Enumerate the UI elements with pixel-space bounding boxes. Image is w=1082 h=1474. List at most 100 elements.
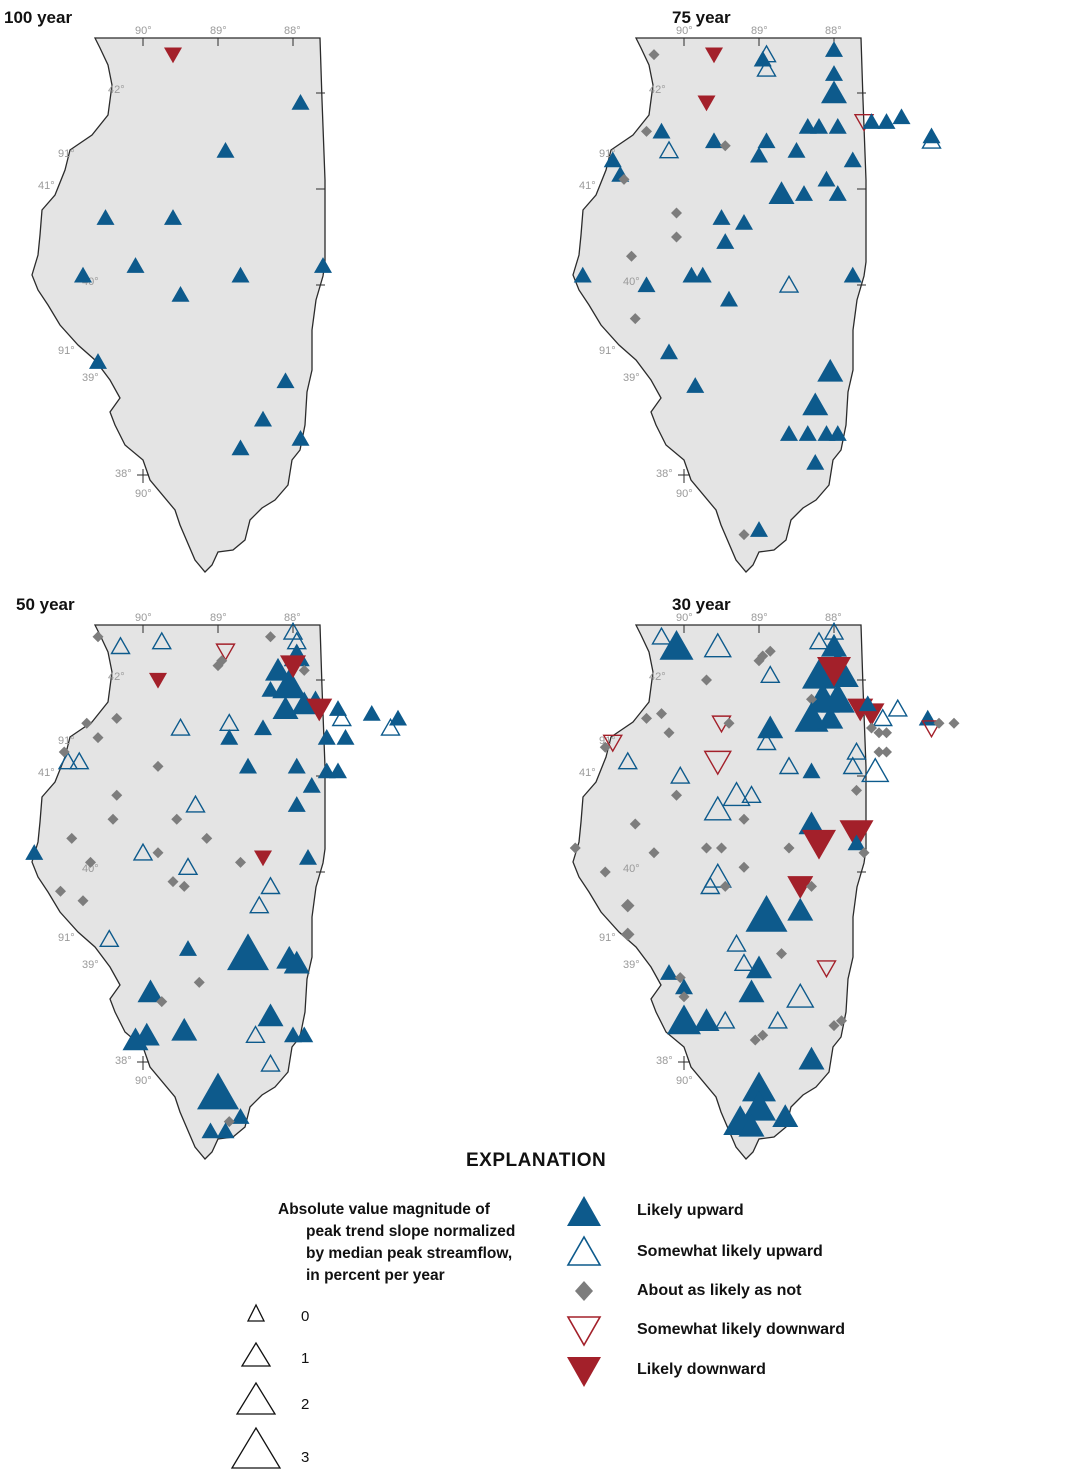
streamgage-site-outline-triangle-up <box>57 751 79 770</box>
streamgage-site-outline-triangle-up <box>219 713 240 731</box>
streamgage-site-filled-triangle-up <box>772 1104 799 1128</box>
streamgage-site-filled-triangle-up <box>712 209 731 225</box>
streamgage-site-filled-triangle-up <box>362 704 381 721</box>
legend-label-likely-upward: Likely upward <box>637 1202 744 1219</box>
streamgage-site-filled-triangle-down <box>705 47 723 64</box>
streamgage-site-gray-diamond <box>753 655 765 667</box>
streamgage-site-filled-triangle-up <box>858 695 877 712</box>
streamgage-site-gray-diamond <box>648 847 660 859</box>
streamgage-site-filled-triangle-up <box>201 1122 220 1139</box>
streamgage-site-gray-diamond <box>723 717 735 729</box>
graticule-cross <box>678 469 690 481</box>
longitude-label: 89° <box>751 612 768 624</box>
streamgage-site-filled-triangle-down <box>787 876 814 899</box>
streamgage-site-filled-triangle-up <box>686 377 705 393</box>
streamgage-site-outline-triangle-down <box>703 750 732 776</box>
streamgage-site-filled-triangle-up <box>738 1113 765 1137</box>
streamgage-site-filled-triangle-up <box>317 762 336 779</box>
streamgage-site-filled-triangle-up <box>817 705 844 729</box>
streamgage-site-gray-diamond <box>66 832 78 844</box>
streamgage-site-filled-triangle-up <box>716 233 735 249</box>
legend-label-somewhat-likely-upward: Somewhat likely upward <box>637 1243 823 1260</box>
streamgage-site-outline-triangle-up <box>331 708 352 727</box>
streamgage-site-gray-diamond <box>873 746 885 758</box>
latitude-label: 39° <box>623 372 640 384</box>
streamgage-site-gray-diamond <box>201 832 213 844</box>
streamgage-site-gray-diamond <box>671 231 682 243</box>
streamgage-site-filled-triangle-up <box>922 127 941 144</box>
streamgage-site-filled-triangle-up <box>817 170 836 187</box>
streamgage-site-filled-triangle-down <box>164 47 182 64</box>
streamgage-site-gray-diamond <box>757 1029 769 1041</box>
legend-label-somewhat-likely-downward: Somewhat likely downward <box>637 1321 846 1338</box>
streamgage-site-filled-triangle-up <box>877 113 896 129</box>
streamgage-site-gray-diamond <box>806 693 817 705</box>
streamgage-site-filled-triangle-up <box>821 633 847 657</box>
illinois-map: 90°89°88°90°42°41°40°39°38°91°91° <box>569 612 960 1160</box>
streamgage-site-filled-triangle-up <box>843 266 862 283</box>
longitude-label: 90° <box>135 488 152 500</box>
streamgage-site-filled-triangle-up <box>802 762 821 779</box>
streamgage-site-gray-diamond <box>77 895 89 907</box>
streamgage-site-gray-diamond <box>111 789 123 801</box>
streamgage-site-filled-triangle-up <box>660 343 678 360</box>
streamgage-site-filled-triangle-up <box>660 964 678 980</box>
streamgage-site-filled-triangle-up <box>675 978 693 995</box>
streamgage-site-outline-triangle-up <box>722 781 751 807</box>
streamgage-site-filled-triangle-up <box>862 113 881 129</box>
magnitude-heading-line: in percent per year <box>306 1267 445 1284</box>
streamgage-site-outline-triangle-up <box>170 717 191 736</box>
latitude-label: 39° <box>82 959 99 971</box>
streamgage-site-outline-triangle-up <box>756 58 777 77</box>
streamgage-site-outline-triangle-up <box>658 140 680 159</box>
panel-title: 30 year <box>672 595 731 614</box>
explanation-title: EXPLANATION <box>466 1150 607 1171</box>
streamgage-site-filled-triangle-up <box>821 80 847 104</box>
streamgage-site-filled-triangle-down <box>697 95 716 112</box>
map-panel-75-year: 75 year 90° 89° 88° 90° 42° 41° 40° 39° 38° 91° 91… <box>541 0 1082 587</box>
streamgage-site-filled-triangle-up <box>302 776 321 793</box>
streamgage-site-outline-triangle-up <box>151 631 172 650</box>
streamgage-site-filled-triangle-up <box>787 897 814 921</box>
streamgage-site-filled-triangle-up <box>197 1072 239 1110</box>
map-panel-50-year: 50 year 90° 89° 88° 90° 42° 41° 40° 39° 38° 91° 91… <box>0 587 541 1174</box>
streamgage-site-filled-triangle-up <box>220 728 239 745</box>
streamgage-site-gray-diamond <box>92 732 104 744</box>
streamgage-site-outline-triangle-up <box>846 741 867 760</box>
streamgage-site-filled-triangle-up <box>284 1026 302 1043</box>
streamgage-site-gray-diamond <box>152 847 164 859</box>
streamgage-site-gray-diamond <box>783 842 795 854</box>
streamgage-site-outline-triangle-up <box>872 708 893 727</box>
streamgage-site-filled-triangle-up <box>291 93 310 110</box>
streamgage-site-gray-diamond <box>152 760 164 772</box>
streamgage-site-outline-triangle-up <box>703 795 732 821</box>
latitude-label: 40° <box>623 276 640 288</box>
streamgage-site-outline-triangle-down <box>215 643 236 662</box>
latitude-label: 42° <box>108 671 125 683</box>
streamgage-site-filled-triangle-up <box>164 209 182 225</box>
latitude-label: 91° <box>599 345 616 357</box>
streamgage-site-outline-triangle-up <box>185 794 206 813</box>
streamgage-site-filled-triangle-up <box>787 141 806 158</box>
streamgage-site-outline-triangle-up <box>670 765 691 784</box>
streamgage-site-outline-triangle-up <box>767 1010 788 1029</box>
streamgage-site-filled-triangle-up <box>254 719 272 736</box>
streamgage-site-filled-triangle-up <box>825 41 843 57</box>
streamgage-site-outline-triangle-up <box>245 1025 266 1043</box>
streamgage-site-filled-triangle-up <box>828 185 847 201</box>
magnitude-value-0: 0 <box>301 1308 310 1325</box>
streamgage-site-gray-diamond <box>55 885 66 897</box>
streamgage-site-gray-diamond <box>171 813 183 825</box>
streamgage-site-gray-diamond <box>621 927 635 942</box>
latitude-label: 39° <box>623 959 640 971</box>
latitude-label: 40° <box>623 863 640 875</box>
streamgage-site-filled-triangle-up <box>750 521 768 537</box>
streamgage-site-filled-triangle-up <box>693 266 712 283</box>
somewhat-likely-downward-icon <box>566 1316 602 1347</box>
latitude-label: 42° <box>649 84 666 96</box>
latitude-label: 91° <box>58 345 75 357</box>
longitude-label: 89° <box>210 612 227 624</box>
latitude-label: 38° <box>115 468 132 480</box>
streamgage-site-filled-triangle-up <box>806 453 825 470</box>
streamgage-site-outline-triangle-up <box>132 842 154 861</box>
